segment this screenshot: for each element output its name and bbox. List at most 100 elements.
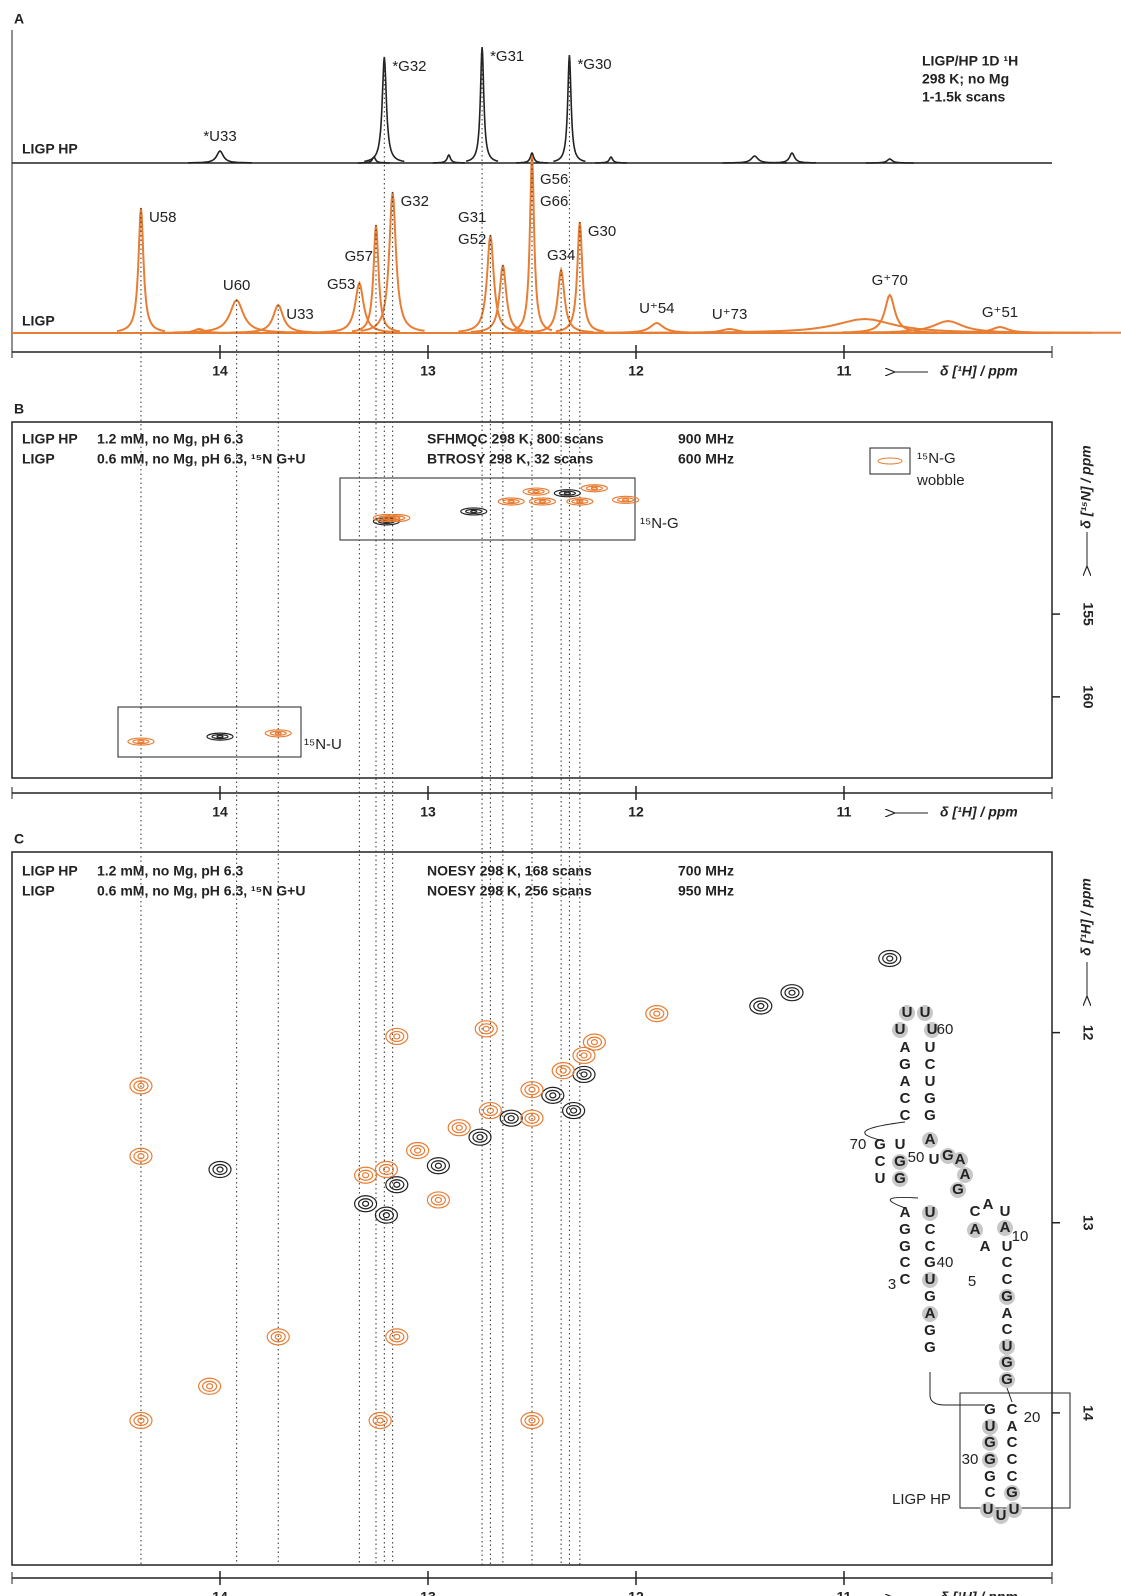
peak-label: G56: [540, 171, 568, 188]
base: C: [925, 1238, 936, 1255]
cross-peak: [383, 1213, 389, 1218]
series-conditions: 950 MHz: [678, 883, 734, 899]
cross-peak: [754, 1001, 768, 1011]
cross-peak: [363, 1173, 369, 1178]
cross-peak: [587, 1037, 601, 1047]
base: G: [899, 1056, 911, 1073]
base: C: [970, 1203, 981, 1220]
base: G: [952, 1181, 964, 1198]
peak-label: U⁺73: [712, 306, 747, 323]
base: G: [1001, 1371, 1013, 1388]
base: G: [894, 1170, 906, 1187]
base: U: [985, 1418, 996, 1435]
cross-peak: [564, 492, 570, 494]
base: U: [895, 1021, 906, 1038]
y-tick-label: 160: [1080, 685, 1096, 709]
base: U: [895, 1136, 906, 1153]
cross-peak: [394, 1334, 400, 1339]
base: U: [996, 1507, 1007, 1524]
cross-peak: [390, 1031, 404, 1041]
cross-peak: [577, 1069, 591, 1079]
residue-number: 40: [937, 1254, 954, 1271]
base: U: [925, 1204, 936, 1221]
cross-peak: [452, 1123, 466, 1133]
base: C: [985, 1484, 996, 1501]
base: U: [1000, 1203, 1011, 1220]
peak-label: U33: [286, 306, 314, 323]
series-conditions: 0.6 mM, no Mg, pH 6.3, ¹⁵N G+U: [97, 451, 305, 467]
cross-peak: [508, 1116, 514, 1121]
series-conditions: 1.2 mM, no Mg, pH 6.3: [97, 431, 243, 447]
peak-label: G53: [327, 276, 355, 293]
peak: [433, 155, 465, 163]
base: C: [1007, 1451, 1018, 1468]
base: U: [1009, 1501, 1020, 1518]
cross-peak: [560, 1068, 566, 1073]
series-conditions: 1.2 mM, no Mg, pH 6.3: [97, 863, 243, 879]
peak: [595, 157, 627, 163]
panel-label: C: [14, 831, 24, 847]
series-conditions: NOESY 298 K, 168 scans: [427, 863, 592, 879]
cross-peak: [483, 1026, 489, 1031]
x-tick-label: 12: [628, 1589, 644, 1596]
cross-peak: [379, 1165, 393, 1175]
figure: A B C ¹⁵N-G ¹⁵N-U ¹⁵N-G wobble LIGP HP L…: [0, 0, 1121, 1596]
panel-label: B: [14, 401, 24, 417]
base: C: [925, 1221, 936, 1238]
base: C: [1002, 1321, 1013, 1338]
cross-peak: [883, 953, 897, 963]
annotation: LIGP/HP 1D ¹H: [922, 53, 1018, 69]
base: G: [894, 1153, 906, 1170]
panel-label: A: [14, 11, 24, 27]
peak: [593, 323, 721, 333]
cross-peak: [213, 1165, 227, 1175]
base: A: [900, 1039, 911, 1056]
series-conditions: BTROSY 298 K, 32 scans: [427, 451, 593, 467]
cross-peak: [431, 1195, 445, 1205]
y-tick-label: 12: [1080, 1025, 1096, 1041]
cross-peak: [556, 1066, 570, 1076]
cross-peak: [581, 1072, 587, 1077]
base: C: [1002, 1271, 1013, 1288]
cross-peak: [363, 1201, 369, 1206]
cross-peak: [504, 1113, 518, 1123]
peak-label: *G30: [577, 56, 611, 73]
cross-peak: [591, 1040, 597, 1045]
base: A: [980, 1238, 991, 1255]
base: G: [924, 1322, 936, 1339]
peak-label: G57: [345, 248, 373, 265]
base: A: [925, 1131, 936, 1148]
cross-peak: [650, 1009, 664, 1019]
base: C: [1007, 1468, 1018, 1485]
cross-peak: [483, 1106, 497, 1116]
residue-number: 70: [850, 1136, 867, 1153]
cross-peak: [394, 1182, 400, 1187]
cross-peak: [217, 736, 223, 738]
cross-peak: [479, 1024, 493, 1034]
base: C: [1007, 1434, 1018, 1451]
base: G: [899, 1221, 911, 1238]
residue-number: 5: [968, 1273, 976, 1290]
cross-peak: [539, 500, 545, 502]
cross-peak: [546, 1090, 560, 1100]
peak-label: G34: [547, 247, 575, 264]
cross-peak: [373, 1415, 387, 1425]
cross-peak: [785, 988, 799, 998]
series-conditions: NOESY 298 K, 256 scans: [427, 883, 592, 899]
peak-label: U58: [149, 209, 177, 226]
base: A: [1002, 1305, 1013, 1322]
base: G: [1006, 1484, 1018, 1501]
cross-peak: [577, 1050, 591, 1060]
base: C: [900, 1254, 911, 1271]
peak: [188, 151, 252, 163]
cross-peak: [390, 1180, 404, 1190]
base: A: [983, 1196, 994, 1213]
base: C: [1002, 1254, 1013, 1271]
cross-peak: [203, 1381, 217, 1391]
peak-label: *G31: [490, 48, 524, 65]
cross-peak: [377, 1418, 383, 1423]
residue-number: 3: [888, 1276, 896, 1293]
x-tick-label: 13: [420, 804, 436, 820]
residue-number: 30: [962, 1451, 979, 1468]
base: C: [900, 1090, 911, 1107]
